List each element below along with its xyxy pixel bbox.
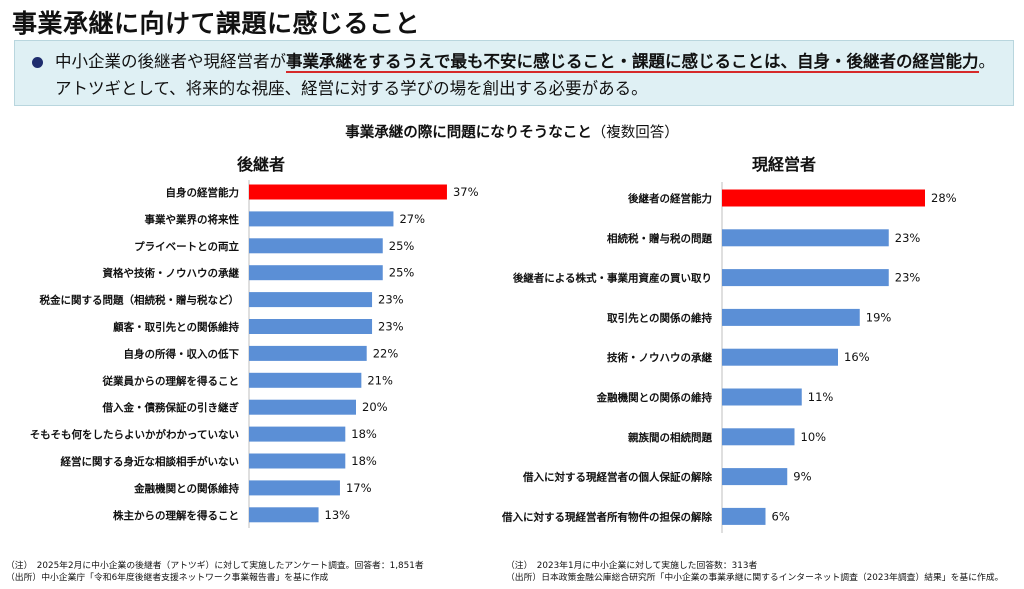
successor-bar xyxy=(249,372,362,388)
owner-value-label: 23% xyxy=(895,231,921,245)
successor-value-label: 22% xyxy=(373,346,399,360)
owner-category-label: 借入に対する現経営者の個人保証の解除 xyxy=(522,471,712,484)
left-note: （注） 2025年2月に中小企業の後継者（アトツギ）に対して実施したアンケート調… xyxy=(6,560,424,584)
successor-bar xyxy=(249,292,373,308)
successor-value-label: 20% xyxy=(362,400,388,414)
page-title: 事業承継に向けて課題に感じること xyxy=(12,9,421,38)
owner-value-label: 6% xyxy=(772,509,790,523)
successor-value-label: 21% xyxy=(367,373,393,387)
owner-value-label: 10% xyxy=(801,430,827,444)
owner-category-label: 相続税・贈与税の問題 xyxy=(607,232,712,245)
successor-category-label: そもそも何をしたらよいかがわかっていない xyxy=(30,428,239,441)
owner-category-label: 取引先との関係の維持 xyxy=(607,311,712,324)
successor-category-label: 借入金・債務保証の引き継ぎ xyxy=(102,401,240,414)
successor-value-label: 13% xyxy=(325,508,351,522)
owner-category-label: 借入に対する現経営者所有物件の担保の解除 xyxy=(501,510,712,523)
successor-value-label: 27% xyxy=(399,212,425,226)
owner-category-label: 親族間の相続問題 xyxy=(628,431,712,444)
right-note-source: （出所）日本政策金融公庫総合研究所「中小企業の事業承継に関するインターネット調査… xyxy=(506,573,1004,583)
summary-text-pre: 中小企業の後継者や現経営者が xyxy=(55,52,286,71)
successor-value-label: 23% xyxy=(378,293,404,307)
owner-bar xyxy=(722,229,889,247)
successor-bar xyxy=(249,319,373,334)
successor-value-label: 18% xyxy=(351,427,377,441)
left-panel-title: 後継者 xyxy=(237,155,286,174)
owner-category-label: 金融機関との関係の維持 xyxy=(596,391,713,404)
right-note: （注） 2023年1月に中小企業に対して実施した回答数：313者 （出所）日本政… xyxy=(506,560,1003,584)
successor-category-label: 従業員からの理解を得ること xyxy=(102,374,240,387)
owner-category-label: 技術・ノウハウの承継 xyxy=(607,351,712,364)
successor-bar xyxy=(249,480,340,496)
owner-category-label: 後継者の経営能力 xyxy=(627,192,712,205)
owner-value-label: 16% xyxy=(844,350,870,364)
bullet-icon xyxy=(32,57,43,68)
successor-value-label: 17% xyxy=(346,481,372,495)
successor-category-label: 経営に関する身近な相談相手がいない xyxy=(61,455,240,468)
successor-category-label: プライベートとの両立 xyxy=(134,240,239,253)
successor-bar xyxy=(249,426,346,442)
chart-title-main: 事業承継の際に問題になりそうなこと xyxy=(345,125,592,141)
successor-bar xyxy=(249,211,394,227)
owner-value-label: 11% xyxy=(808,390,834,404)
owner-bar xyxy=(722,348,838,366)
right-panel-title: 現経営者 xyxy=(752,155,817,174)
successor-category-label: 自身の経営能力 xyxy=(166,186,240,199)
successor-bar xyxy=(249,345,367,361)
successor-bar xyxy=(249,238,383,254)
owner-bar xyxy=(722,428,795,446)
successor-category-label: 金融機関との関係維持 xyxy=(133,482,239,495)
successor-category-label: 事業や業界の将来性 xyxy=(145,213,240,226)
chart-title: 事業承継の際に問題になりそうなこと（複数回答） xyxy=(0,121,1024,142)
successor-bar xyxy=(249,453,346,469)
successor-value-label: 23% xyxy=(378,320,404,334)
summary-text-post: 。アトツギとして、将来的な視座、経営に対する学びの場を創出する必要がある。 xyxy=(55,52,996,98)
successor-value-label: 37% xyxy=(453,185,479,199)
successor-category-label: 税金に関する問題（相続税・贈与税など） xyxy=(40,294,240,307)
successor-bar xyxy=(249,399,356,415)
owner-bar xyxy=(722,468,788,486)
owner-bar xyxy=(722,269,889,287)
successor-category-label: 自身の所得・収入の低下 xyxy=(124,347,240,360)
owner-bar xyxy=(722,308,860,326)
successor-bar xyxy=(249,265,383,281)
owner-category-label: 後継者による株式・事業用資産の買い取り xyxy=(512,272,712,285)
right-note-survey: （注） 2023年1月に中小企業に対して実施した回答数：313者 xyxy=(506,561,758,571)
owner-bar xyxy=(722,189,925,207)
successor-category-label: 顧客・取引先との関係維持 xyxy=(113,321,239,334)
summary-text-highlight: 事業承継をするうえで最も不安に感じること・課題に感じることは、自身・後継者の経営… xyxy=(286,52,979,73)
successor-bar xyxy=(249,184,447,200)
owner-value-label: 19% xyxy=(866,310,892,324)
left-note-survey: （注） 2025年2月に中小企業の後継者（アトツギ）に対して実施したアンケート調… xyxy=(6,561,424,571)
owner-value-label: 23% xyxy=(895,271,921,285)
successor-value-label: 25% xyxy=(389,266,415,280)
successor-value-label: 25% xyxy=(389,239,415,253)
successor-category-label: 資格や技術・ノウハウの承継 xyxy=(103,267,240,280)
successor-value-label: 18% xyxy=(351,454,377,468)
owner-bar xyxy=(722,507,766,525)
owner-value-label: 28% xyxy=(931,191,957,205)
chart-title-sub: （複数回答） xyxy=(591,125,679,141)
owner-bar xyxy=(722,388,802,406)
owner-value-label: 9% xyxy=(793,470,811,484)
left-note-source: （出所）中小企業庁「令和6年度後継者支援ネットワーク事業報告書」を基に作成 xyxy=(6,573,329,583)
successor-bar xyxy=(249,507,319,523)
successor-category-label: 株主からの理解を得ること xyxy=(113,509,239,522)
summary-box: 中小企業の後継者や現経営者が事業承継をするうえで最も不安に感じること・課題に感じ… xyxy=(14,40,1014,106)
